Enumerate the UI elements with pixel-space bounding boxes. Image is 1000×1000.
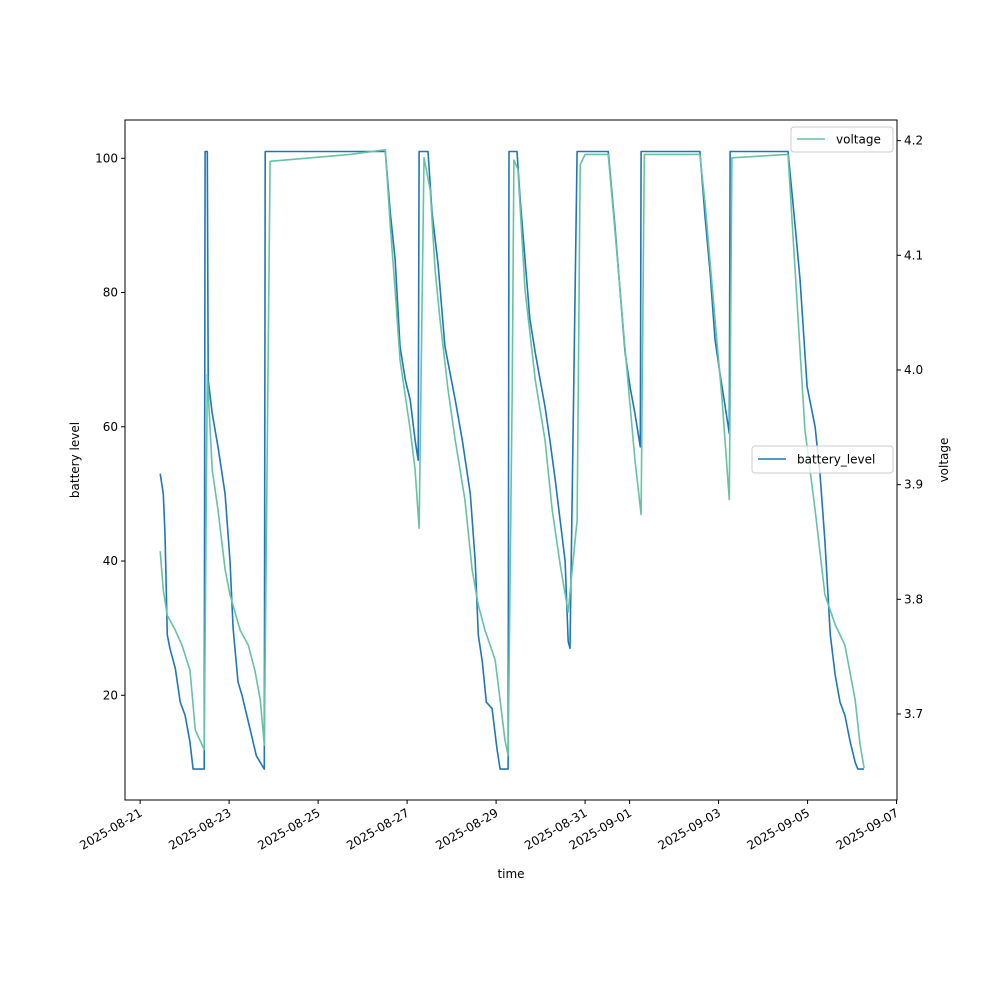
plot-frame	[124, 119, 898, 801]
series-line-battery-level	[159, 150, 865, 770]
y-left-tick-label: 100	[95, 151, 118, 165]
x-tick-label: 2025-09-07	[834, 806, 901, 853]
x-tick-label: 2025-08-29	[433, 806, 500, 853]
series-line-voltage	[159, 149, 865, 769]
x-tick-label: 2025-08-27	[344, 806, 411, 853]
x-axis-label: time	[497, 867, 524, 881]
y-right-tick-label: 4.2	[904, 134, 923, 148]
y-right-tick-label: 3.7	[904, 707, 923, 721]
y-left-tick-label: 20	[103, 688, 118, 702]
y-axis-left-label: battery level	[68, 422, 82, 498]
legend-battery-label: battery_level	[797, 453, 875, 467]
y-right-tick-label: 4.1	[904, 248, 923, 262]
y-left-tick-label: 60	[103, 420, 118, 434]
y-axis-right-label: voltage	[937, 438, 951, 483]
y-right-tick-label: 3.8	[904, 592, 923, 606]
y-left-tick-label: 40	[103, 554, 118, 568]
x-tick-label: 2025-08-21	[77, 806, 144, 853]
y-right-tick-label: 3.9	[904, 478, 923, 492]
x-tick-label: 2025-08-23	[166, 806, 233, 853]
x-tick-label: 2025-09-03	[656, 806, 723, 853]
x-tick-label: 2025-08-25	[255, 806, 322, 853]
y-right-tick-label: 4.0	[904, 363, 923, 377]
legend-battery-level: battery_level	[751, 445, 894, 474]
legend-voltage-label: voltage	[836, 133, 881, 147]
y-left-tick-label: 80	[103, 286, 118, 300]
legend-voltage: voltage	[790, 126, 894, 153]
x-tick-label: 2025-09-05	[745, 806, 812, 853]
